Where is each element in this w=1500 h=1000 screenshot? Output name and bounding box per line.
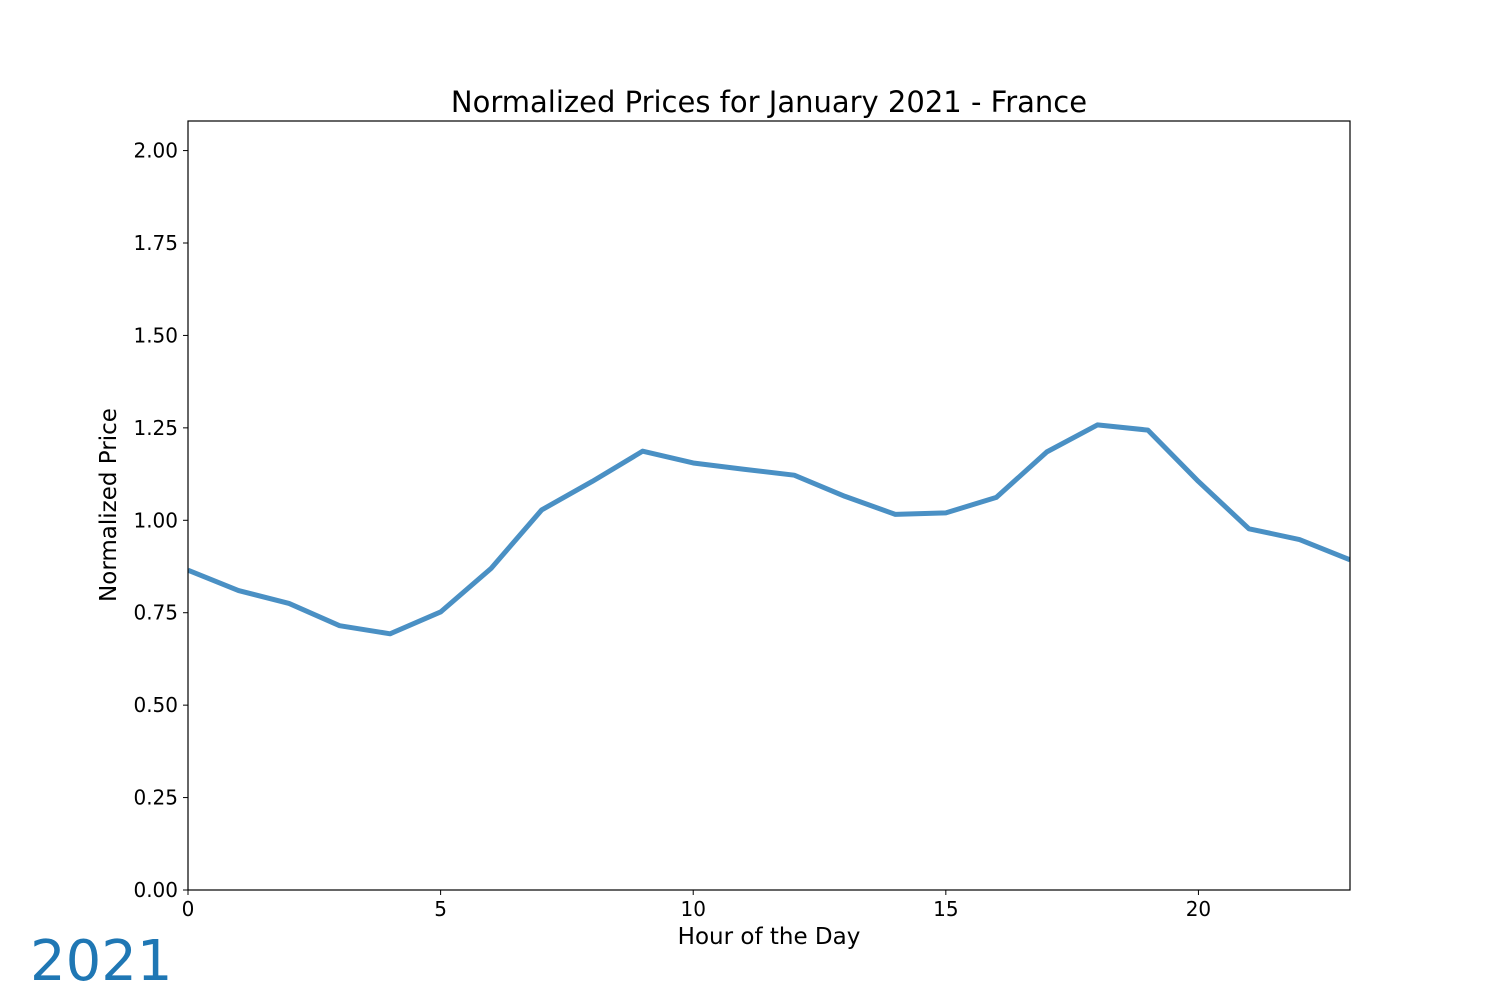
- data-point-3: [339, 625, 340, 626]
- data-point-8: [592, 481, 593, 482]
- y-axis-label: Normalized Price: [96, 408, 122, 602]
- y-tick-label: 0.75: [133, 601, 178, 625]
- x-axis-label: Hour of the Day: [678, 924, 861, 950]
- data-point-12: [794, 475, 795, 476]
- data-point-4: [390, 633, 391, 634]
- data-point-6: [491, 568, 492, 569]
- year-annotation: 2021: [30, 929, 173, 994]
- x-tick-label: 0: [182, 897, 195, 921]
- data-point-22: [1299, 539, 1300, 540]
- y-tick-label: 1.00: [133, 508, 178, 532]
- y-tick-label: 1.50: [133, 323, 178, 347]
- data-point-16: [996, 497, 997, 498]
- x-tick-label: 10: [680, 897, 705, 921]
- x-tick-label: 5: [434, 897, 447, 921]
- y-tick-label: 0.25: [133, 786, 178, 810]
- y-tick-label: 0.50: [133, 693, 178, 717]
- x-tick-label: 20: [1186, 897, 1211, 921]
- plot-area: [188, 422, 1350, 637]
- data-point-9: [642, 451, 643, 452]
- y-tick-label: 0.00: [133, 878, 178, 902]
- data-point-21: [1248, 528, 1249, 529]
- data-point-17: [1046, 451, 1047, 452]
- y-tick-label: 2.00: [133, 139, 178, 163]
- data-point-15: [945, 512, 946, 513]
- data-point-7: [541, 509, 542, 510]
- data-point-1: [238, 590, 239, 591]
- data-point-18: [1097, 424, 1098, 425]
- chart-title: Normalized Prices for January 2021 - Fra…: [451, 85, 1087, 119]
- data-point-11: [743, 469, 744, 470]
- data-point-5: [440, 611, 441, 612]
- plot-frame: [187, 120, 1351, 891]
- series-line-0: [188, 422, 1350, 637]
- y-tick-label: 1.75: [133, 231, 178, 255]
- y-axis: 0.00 0.25 0.50 0.75 1.00 1.25 1.50 1.75 2.00: [133, 139, 188, 902]
- data-point-10: [693, 462, 694, 463]
- y-tick-label: 1.25: [133, 416, 178, 440]
- data-point-2: [289, 603, 290, 604]
- data-point-20: [1198, 481, 1199, 482]
- data-point-14: [895, 514, 896, 515]
- data-point-19: [1147, 430, 1148, 431]
- data-point-13: [844, 496, 845, 497]
- x-tick-label: 15: [933, 897, 958, 921]
- x-axis: 0 5 10 15 20: [182, 890, 1211, 921]
